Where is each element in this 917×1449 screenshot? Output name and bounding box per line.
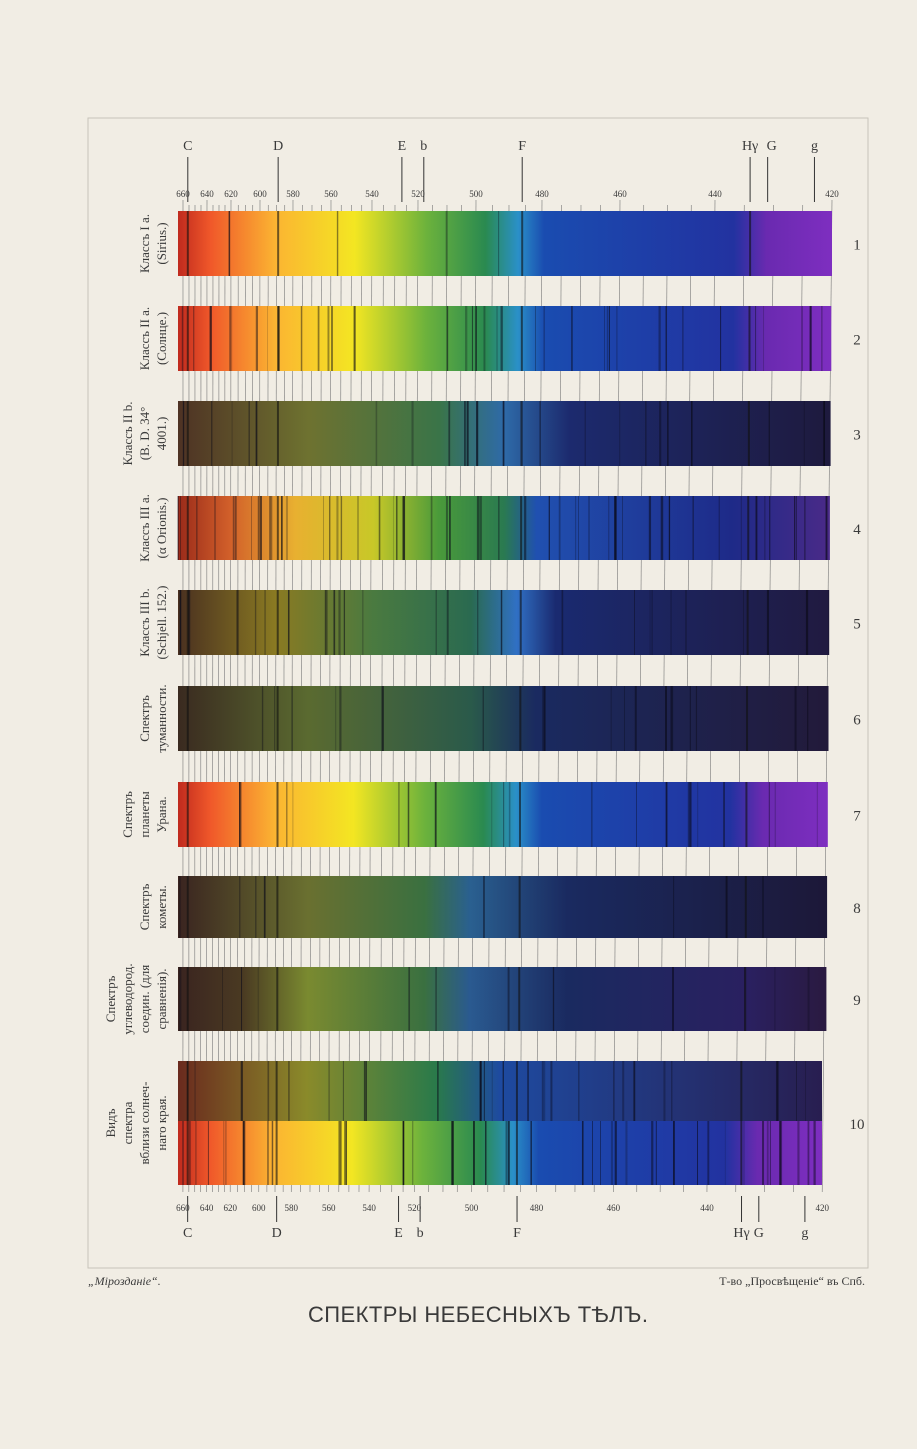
spectrum xyxy=(178,590,830,655)
fraunhofer-letter: D xyxy=(273,139,283,154)
fraunhofer-letter: b xyxy=(420,139,427,154)
wavelength-label: 440 xyxy=(708,189,722,199)
row-label: (Sirius.) xyxy=(154,222,169,264)
wavelength-label: 420 xyxy=(815,1203,829,1213)
spectrum xyxy=(178,1061,822,1121)
spectrum xyxy=(178,1121,822,1185)
spectra xyxy=(177,211,832,1185)
fraunhofer-letter: g xyxy=(801,1226,808,1241)
fraunhofer-letter: F xyxy=(518,139,526,154)
spectrum xyxy=(178,686,829,751)
fraunhofer-letter: Hγ xyxy=(733,1226,749,1241)
wavelength-label: 420 xyxy=(825,189,839,199)
row-label: Спектръ xyxy=(137,695,152,742)
row-label: туманности. xyxy=(154,684,169,752)
row-label: Классъ III a. xyxy=(137,494,152,562)
fraunhofer-letter: g xyxy=(811,139,818,154)
row-label: Классъ II a. xyxy=(137,307,152,370)
row-number: 3 xyxy=(853,428,861,444)
row-label: спектра xyxy=(120,1101,135,1144)
row-label: кометы. xyxy=(154,885,169,929)
wavelength-label: 440 xyxy=(700,1203,714,1213)
wavelength-label: 480 xyxy=(530,1203,544,1213)
spectrum xyxy=(178,496,830,560)
wavelength-label: 520 xyxy=(408,1203,422,1213)
row-label: (α Orionis.) xyxy=(154,498,169,559)
row-label: 4001.) xyxy=(154,417,169,451)
row-label: Классъ I a. xyxy=(137,214,152,273)
wavelength-label: 560 xyxy=(324,189,338,199)
row-number: 9 xyxy=(853,993,861,1009)
fraunhofer-letter: b xyxy=(417,1226,424,1241)
fraunhofer-letter: G xyxy=(767,139,777,154)
wavelength-label: 500 xyxy=(469,189,483,199)
wavelength-label: 540 xyxy=(365,189,379,199)
wavelength-label: 560 xyxy=(322,1203,336,1213)
fraunhofer-letter: C xyxy=(183,139,192,154)
wavelength-label: 640 xyxy=(200,1203,214,1213)
wavelength-label: 500 xyxy=(465,1203,479,1213)
frame xyxy=(87,117,869,1269)
spectrum xyxy=(178,876,828,938)
labels: 660 660 640 640 620 620 600 600 580 580 560 560 540 5… xyxy=(103,139,865,1241)
wavelength-label: 620 xyxy=(224,189,238,199)
row-number: 5 xyxy=(853,617,861,633)
fraunhofer-letter: E xyxy=(398,139,407,154)
wavelength-label: 620 xyxy=(223,1203,237,1213)
row-number: 2 xyxy=(853,333,861,349)
wavelength-label: 520 xyxy=(411,189,425,199)
spectrum xyxy=(178,967,827,1031)
fraunhofer-letter: F xyxy=(513,1226,521,1241)
row-label: Спектръ xyxy=(137,883,152,930)
row-label: Урана. xyxy=(154,796,169,832)
spectrum xyxy=(178,782,828,847)
plate-title: СПЕКТРЫ НЕБЕСНЫХЪ ТѢЛЪ. xyxy=(308,1302,648,1327)
fraunhofer-letter: E xyxy=(394,1226,403,1241)
wavelength-label: 460 xyxy=(613,189,627,199)
wavelength-label: 600 xyxy=(252,1203,266,1213)
footer-left: „Мірозданіе“. xyxy=(88,1274,161,1288)
wavelength-label: 460 xyxy=(607,1203,621,1213)
wavelength-label: 580 xyxy=(285,1203,299,1213)
row-number: 6 xyxy=(853,713,861,729)
wavelength-label: 580 xyxy=(286,189,300,199)
fraunhofer-letter: Hγ xyxy=(742,139,758,154)
wavelength-label: 540 xyxy=(362,1203,376,1213)
wavelength-label: 660 xyxy=(176,1203,190,1213)
fraunhofer-letter: C xyxy=(183,1226,192,1241)
wavelength-label: 640 xyxy=(200,189,214,199)
spectrum xyxy=(178,306,832,371)
fraunhofer-letter: G xyxy=(754,1226,764,1241)
row-number: 7 xyxy=(853,809,861,825)
row-number: 10 xyxy=(850,1117,865,1133)
wavelength-label: 480 xyxy=(535,189,549,199)
row-label: (Солнце.) xyxy=(154,312,169,365)
row-number: 1 xyxy=(853,238,861,254)
row-label: (Schjell. 152.) xyxy=(154,585,169,659)
fraunhofer-letter: D xyxy=(272,1226,282,1241)
row-number: 8 xyxy=(853,901,861,917)
row-label: Видъ xyxy=(103,1108,118,1137)
wavelength-label: 600 xyxy=(253,189,267,199)
row-label: углеводород. xyxy=(120,963,135,1034)
row-label: наго края. xyxy=(154,1095,169,1150)
row-label: Классъ III b. xyxy=(137,588,152,656)
row-label: вблизи солнеч- xyxy=(137,1082,152,1165)
row-label: планеты xyxy=(137,791,152,838)
row-label: Спектръ xyxy=(120,791,135,838)
row-label: соедин. (для xyxy=(137,965,152,1033)
row-label: (B. D. 34° xyxy=(137,407,152,461)
spectrum xyxy=(178,211,832,276)
row-label: сравненія). xyxy=(154,968,169,1029)
row-label: Спектръ xyxy=(103,975,118,1022)
wavelength-label: 660 xyxy=(176,189,190,199)
footer-right: Т-во „Просвѣщеніе“ въ Спб. xyxy=(719,1274,865,1288)
row-number: 4 xyxy=(853,522,861,538)
row-label: Классъ II b. xyxy=(120,401,135,465)
